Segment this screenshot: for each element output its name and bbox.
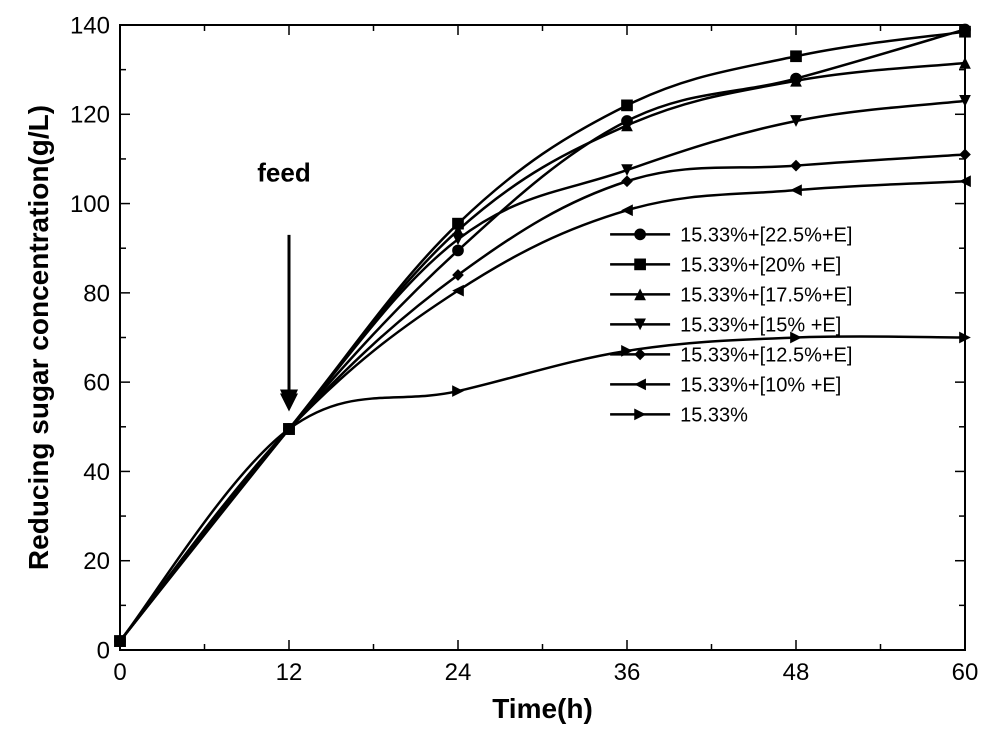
legend-label: 15.33%: [680, 404, 748, 426]
legend-label: 15.33%+[10% +E]: [680, 374, 841, 396]
x-tick-label: 48: [783, 659, 810, 686]
x-tick-label: 24: [445, 659, 472, 686]
legend-label: 15.33%+[20% +E]: [680, 254, 841, 276]
y-tick-label: 100: [70, 191, 110, 218]
y-tick-label: 0: [97, 637, 110, 664]
y-axis-title: Reducing sugar concentration(g/L): [23, 105, 54, 570]
x-tick-label: 60: [952, 659, 979, 686]
x-tick-label: 12: [276, 659, 303, 686]
chart-container: 0 12 24 36 48 60 0 20 40 60 80 100 120 140 Time(h) Redu…: [0, 0, 990, 750]
legend-label: 15.33%+[12.5%+E]: [680, 344, 852, 366]
legend-label: 15.33%+[22.5%+E]: [680, 224, 852, 246]
y-tick-label: 40: [83, 459, 110, 486]
y-tick-label: 140: [70, 12, 110, 39]
legend-label: 15.33%+[17.5%+E]: [680, 284, 852, 306]
x-axis-title: Time(h): [492, 693, 593, 724]
feed-annotation: feed: [257, 157, 310, 187]
x-tick-label: 0: [113, 659, 126, 686]
y-tick-label: 80: [83, 280, 110, 307]
legend-label: 15.33%+[15% +E]: [680, 314, 841, 336]
y-tick-label: 20: [83, 548, 110, 575]
y-tick-label: 60: [83, 370, 110, 397]
line-chart: 0 12 24 36 48 60 0 20 40 60 80 100 120 140 Time(h) Redu…: [0, 0, 990, 750]
y-tick-label: 120: [70, 102, 110, 129]
x-tick-label: 36: [614, 659, 641, 686]
